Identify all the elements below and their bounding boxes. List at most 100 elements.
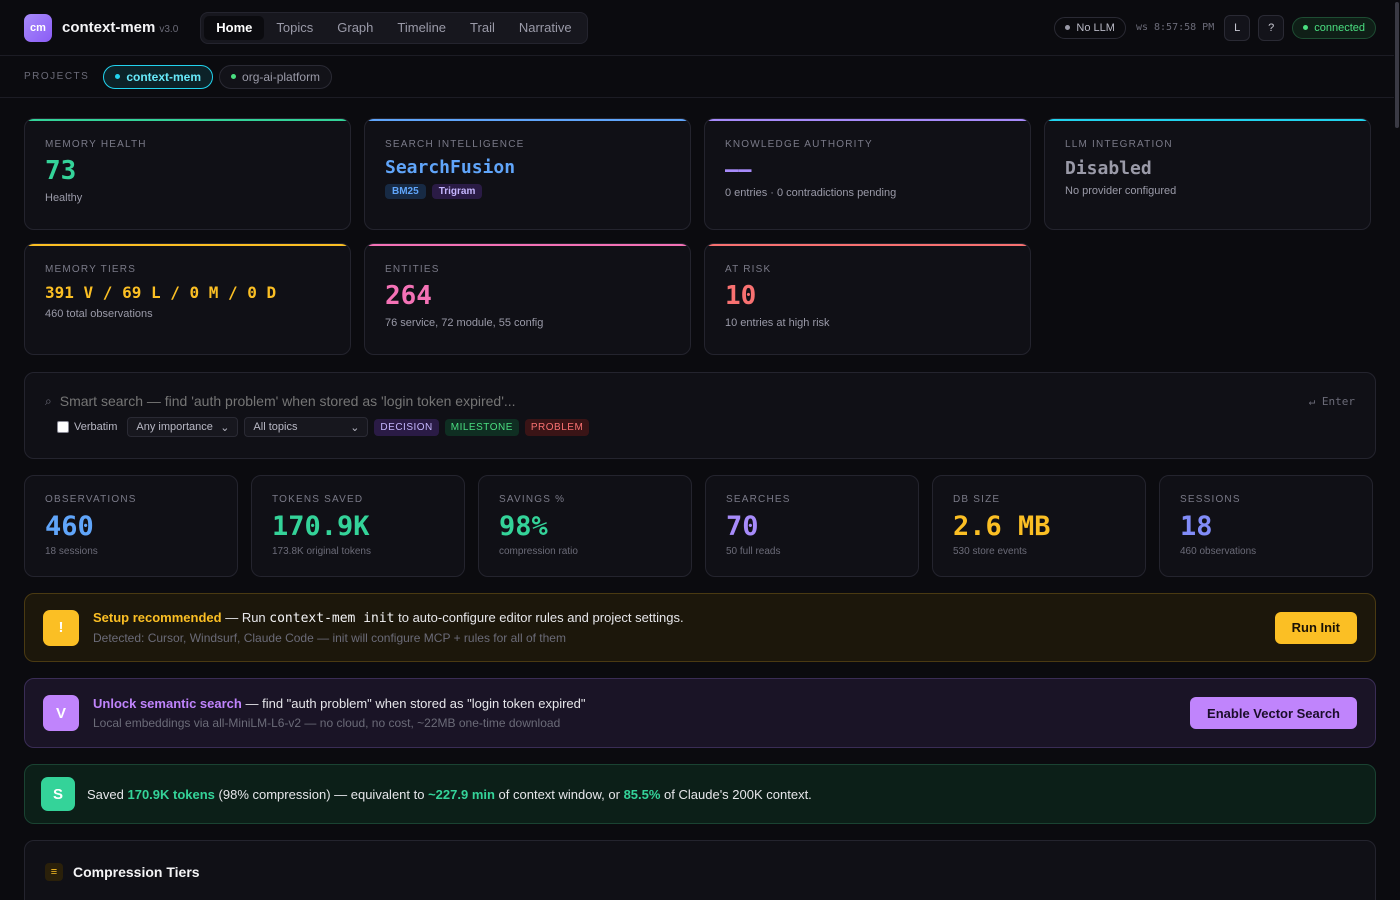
help-button[interactable]: ?: [1258, 14, 1285, 41]
tag-bm25: BM25: [385, 184, 426, 199]
savings-tokens: 170.9K tokens: [127, 786, 215, 802]
tab-narrative[interactable]: Narrative: [518, 19, 572, 35]
search-intelligence-card: SEARCH INTELLIGENCE SearchFusion BM25 Tr…: [364, 118, 691, 230]
project-label: org-ai-platform: [242, 69, 321, 84]
savings-minutes: ~227.9 min: [428, 786, 495, 802]
card-value: 391 V / 69 L / 0 M / 0 D: [45, 283, 277, 302]
stat-sub: 530 store events: [953, 546, 1027, 557]
savings-text: of Claude's 200K context.: [660, 786, 812, 802]
llm-status-text: No LLM: [1076, 21, 1115, 34]
stat-searches: SEARCHES 70 50 full reads: [705, 475, 919, 577]
llm-status-badge: No LLM: [1054, 16, 1126, 39]
chevron-down-icon: ⌄: [350, 421, 360, 434]
stat-sub: 50 full reads: [726, 546, 781, 557]
stat-value: 170.9K: [272, 511, 370, 542]
connection-badge: connected: [1292, 16, 1376, 39]
stat-value: 2.6 MB: [953, 511, 1051, 542]
app-name: context-mem: [62, 19, 156, 36]
card-sub: No provider configured: [1065, 185, 1177, 197]
project-org-ai-platform[interactable]: org-ai-platform: [219, 64, 333, 89]
card-accent: [365, 119, 690, 121]
tab-graph[interactable]: Graph: [337, 19, 374, 35]
card-sub: 460 total observations: [45, 308, 153, 320]
llm-integration-card: LLM INTEGRATION Disabled No provider con…: [1044, 118, 1371, 230]
card-accent: [25, 244, 350, 246]
main-content: MEMORY HEALTH 73 Healthy SEARCH INTELLIG…: [0, 98, 1400, 900]
card-value: 264: [385, 281, 432, 311]
top-bar: cm context-mem v3.0 Home Topics Graph Ti…: [0, 0, 1400, 56]
setup-command: context-mem init: [269, 611, 395, 626]
savings-text: (98% compression) — equivalent to: [214, 786, 429, 802]
search-icon: ⌕: [45, 393, 52, 408]
card-value: SearchFusion: [385, 157, 516, 178]
stat-label: SAVINGS %: [499, 494, 566, 505]
memory-tiers-card: MEMORY TIERS 391 V / 69 L / 0 M / 0 D 46…: [24, 243, 351, 355]
vector-search-banner: V Unlock semantic search — find "auth pr…: [24, 678, 1376, 748]
verbatim-label: Verbatim: [74, 421, 118, 433]
search-input[interactable]: [59, 393, 1301, 409]
connected-dot-icon: [1303, 25, 1309, 30]
stat-sub: 460 observations: [1180, 546, 1257, 557]
page-scrollbar[interactable]: [1394, 0, 1400, 900]
savings-percent: 85.5%: [623, 786, 661, 802]
filter-tag-milestone[interactable]: MILESTONE: [444, 418, 519, 436]
tab-home[interactable]: Home: [204, 15, 265, 40]
filter-tag-problem[interactable]: PROBLEM: [524, 418, 590, 436]
run-init-button[interactable]: Run Init: [1274, 611, 1357, 644]
tag-trigram: Trigram: [431, 184, 483, 199]
enter-hint: ↵ Enter: [1308, 394, 1355, 408]
setup-title: Setup recommended: [93, 610, 222, 625]
stat-label: DB SIZE: [953, 494, 1001, 505]
stat-sub: compression ratio: [499, 546, 578, 557]
card-sub: 76 service, 72 module, 55 config: [385, 317, 544, 329]
savings-text: Saved: [87, 786, 128, 802]
card-label: MEMORY HEALTH: [45, 139, 147, 150]
card-value: 10: [725, 281, 757, 311]
importance-select[interactable]: Any importance ⌄: [127, 417, 239, 437]
card-label: ENTITIES: [385, 264, 440, 275]
section-title: Compression Tiers: [73, 864, 200, 880]
setup-banner: ! Setup recommended — Run context-mem in…: [24, 593, 1376, 662]
card-label: SEARCH INTELLIGENCE: [385, 139, 525, 150]
card-accent: [25, 119, 350, 121]
setup-text: — Run: [221, 610, 270, 625]
compression-tiers-section: ≡ Compression Tiers: [24, 840, 1376, 900]
smart-search-panel: ⌕ ↵ Enter Verbatim Any importance ⌄ All …: [24, 372, 1376, 459]
layout-button[interactable]: L: [1224, 14, 1251, 41]
entities-card: ENTITIES 264 76 service, 72 module, 55 c…: [364, 243, 691, 355]
project-label: context-mem: [126, 69, 202, 84]
enable-vector-search-button[interactable]: Enable Vector Search: [1190, 697, 1357, 729]
status-dot-icon: [1065, 25, 1071, 30]
stat-label: SEARCHES: [726, 494, 791, 505]
knowledge-authority-card: KNOWLEDGE AUTHORITY —— 0 entries · 0 con…: [704, 118, 1031, 230]
project-context-mem[interactable]: context-mem: [103, 64, 214, 89]
ws-timestamp: ws 8:57:58 PM: [1135, 22, 1215, 33]
app-logo: cm: [24, 13, 52, 42]
main-nav: Home Topics Graph Timeline Trail Narrati…: [200, 11, 588, 44]
card-label: AT RISK: [725, 264, 772, 275]
scrollbar-thumb[interactable]: [1395, 2, 1399, 128]
vector-title: Unlock semantic search: [93, 696, 242, 711]
checkbox-icon[interactable]: [57, 421, 69, 433]
card-value: 73: [45, 156, 77, 186]
card-accent: [1045, 119, 1370, 121]
projects-bar: PROJECTS context-mem org-ai-platform: [0, 56, 1400, 98]
tab-topics[interactable]: Topics: [276, 19, 314, 35]
card-sub: 10 entries at high risk: [725, 317, 830, 329]
stat-value: 98%: [499, 511, 548, 542]
card-accent: [705, 119, 1030, 121]
project-dot-icon: [115, 74, 121, 79]
card-accent: [365, 244, 690, 246]
stat-value: 70: [726, 511, 759, 542]
tab-trail[interactable]: Trail: [470, 19, 495, 35]
savings-icon: S: [41, 777, 75, 811]
filter-tag-decision[interactable]: DECISION: [374, 418, 439, 436]
tab-timeline[interactable]: Timeline: [397, 19, 447, 35]
card-accent: [705, 244, 1030, 246]
verbatim-checkbox[interactable]: Verbatim: [57, 421, 117, 433]
topics-select[interactable]: All topics ⌄: [244, 417, 369, 437]
card-label: KNOWLEDGE AUTHORITY: [725, 139, 873, 150]
list-icon: ≡: [45, 863, 63, 881]
stat-db-size: DB SIZE 2.6 MB 530 store events: [932, 475, 1146, 577]
stat-savings-percent: SAVINGS % 98% compression ratio: [478, 475, 692, 577]
